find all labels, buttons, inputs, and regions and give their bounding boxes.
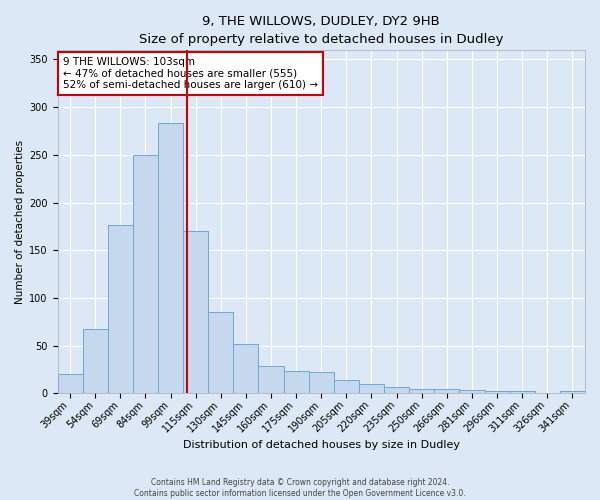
Title: 9, THE WILLOWS, DUDLEY, DY2 9HB
Size of property relative to detached houses in : 9, THE WILLOWS, DUDLEY, DY2 9HB Size of … [139, 15, 503, 46]
Y-axis label: Number of detached properties: Number of detached properties [15, 140, 25, 304]
Text: Contains HM Land Registry data © Crown copyright and database right 2024.
Contai: Contains HM Land Registry data © Crown c… [134, 478, 466, 498]
Bar [560, 392, 585, 394]
Bar [359, 384, 384, 394]
X-axis label: Distribution of detached houses by size in Dudley: Distribution of detached houses by size … [183, 440, 460, 450]
Text: 9 THE WILLOWS: 103sqm
← 47% of detached houses are smaller (555)
52% of semi-det: 9 THE WILLOWS: 103sqm ← 47% of detached … [63, 57, 318, 90]
Bar [158, 124, 183, 394]
Bar [233, 344, 259, 394]
Bar [259, 366, 284, 394]
Bar [83, 330, 108, 394]
Bar [308, 372, 334, 394]
Bar [460, 390, 485, 394]
Bar [434, 388, 460, 394]
Bar [108, 226, 133, 394]
Bar [409, 388, 434, 394]
Bar [485, 392, 509, 394]
Bar [284, 372, 308, 394]
Bar [208, 312, 233, 394]
Bar [58, 374, 83, 394]
Bar [183, 231, 208, 394]
Bar [384, 386, 409, 394]
Bar [133, 155, 158, 394]
Bar [334, 380, 359, 394]
Bar [509, 392, 535, 394]
